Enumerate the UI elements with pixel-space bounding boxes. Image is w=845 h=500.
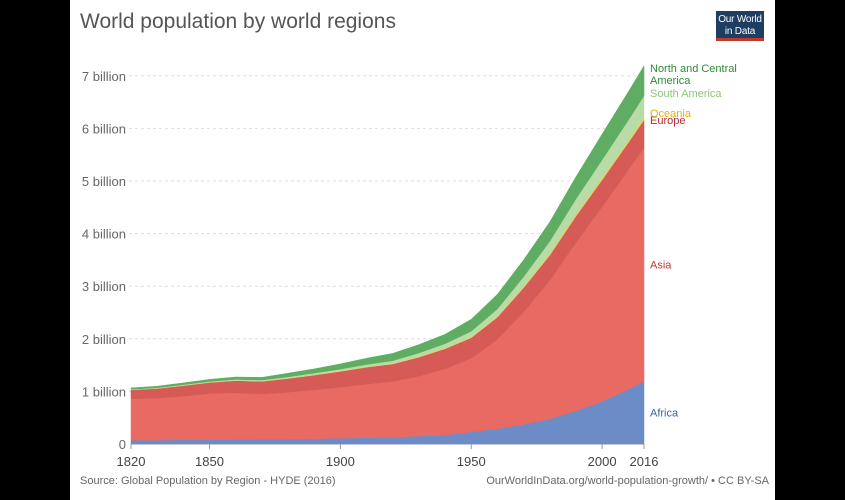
chart-title: World population by world regions xyxy=(80,10,396,33)
y-tick-label: 7 billion xyxy=(82,69,126,84)
series-label: Oceania xyxy=(650,108,692,120)
area-series xyxy=(130,64,645,445)
x-tick-label: 2016 xyxy=(630,454,659,469)
area-north-and-central-america[interactable] xyxy=(130,64,645,390)
y-tick-label: 4 billion xyxy=(82,227,126,242)
x-tick-label: 1950 xyxy=(457,454,486,469)
y-tick-label: 0 xyxy=(119,437,126,452)
series-label: Europe xyxy=(650,115,685,127)
y-axis-ticks: 0 1 billion 2 billion 3 billion 4 billion 5 b… xyxy=(82,69,126,452)
x-tick-label: 1820 xyxy=(117,454,146,469)
series-label: North and Central America xyxy=(650,63,737,87)
logo-line-2: in Data xyxy=(724,26,756,37)
owid-logo[interactable]: Our World in Data xyxy=(716,11,764,41)
y-tick-label: 2 billion xyxy=(82,332,126,347)
y-tick-label: 5 billion xyxy=(82,174,126,189)
x-axis-ticks: 1820 1850 1900 1950 2000 2016 xyxy=(117,444,659,469)
license-link[interactable]: OurWorldInData.org/world-population-grow… xyxy=(486,475,769,487)
y-tick-label: 6 billion xyxy=(82,121,126,136)
series-label: Asia xyxy=(650,260,672,272)
series-label: Africa xyxy=(650,408,679,420)
x-tick-label: 2000 xyxy=(588,454,617,469)
logo-line-1: Our World xyxy=(718,14,762,25)
x-tick-label: 1850 xyxy=(195,454,224,469)
x-tick-label: 1900 xyxy=(326,454,355,469)
y-tick-label: 3 billion xyxy=(82,279,126,294)
source-note: Source: Global Population by Region - HY… xyxy=(80,475,336,487)
series-label: South America xyxy=(650,88,722,100)
y-tick-label: 1 billion xyxy=(82,384,126,399)
